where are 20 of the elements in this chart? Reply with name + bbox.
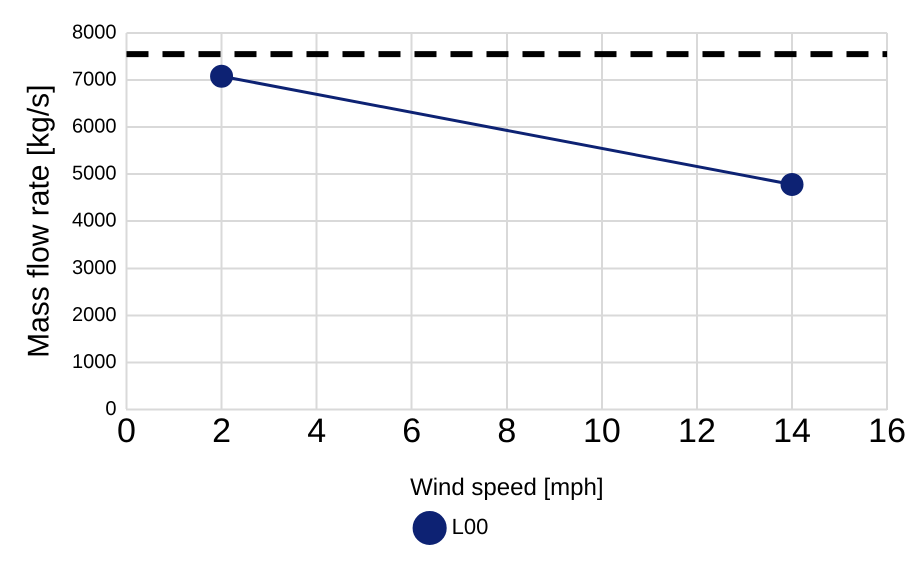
- x-tick-label: 10: [582, 412, 621, 450]
- y-tick-label: 1000: [72, 350, 116, 373]
- y-tick-label: 6000: [72, 116, 116, 138]
- y-tick-label: 3000: [72, 256, 116, 279]
- y-tick-label: 8000: [72, 22, 116, 44]
- x-tick-label: 12: [678, 412, 716, 450]
- x-axis-title: Wind speed [mph]: [410, 474, 604, 502]
- y-axis-title: Mass flow rate [kg/s]: [22, 84, 56, 358]
- x-tick-label: 8: [497, 412, 516, 450]
- x-tick-label: 14: [773, 412, 811, 450]
- x-tick-label: 6: [402, 412, 422, 450]
- x-tick-label: 2: [212, 412, 232, 450]
- y-tick-label: 4000: [72, 210, 116, 232]
- y-tick-label: 7000: [72, 68, 116, 91]
- y-tick-label: 2000: [72, 304, 116, 326]
- legend-label: L00: [452, 514, 488, 540]
- x-tick-label: 16: [868, 412, 906, 450]
- y-tick-label: 5000: [72, 162, 116, 185]
- x-tick-label: 4: [307, 412, 326, 450]
- y-tick-label: 0: [105, 398, 116, 420]
